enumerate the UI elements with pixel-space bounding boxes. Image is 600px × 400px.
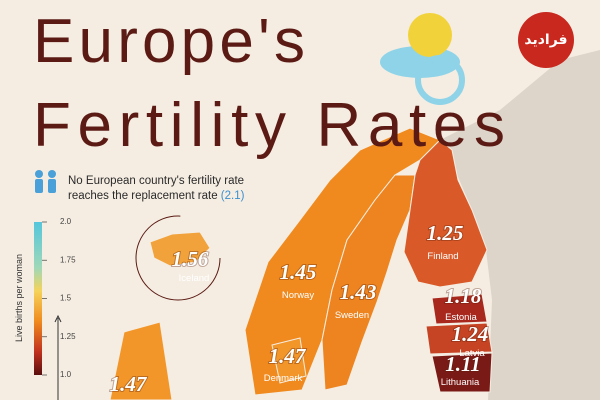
region-name: Estonia (445, 312, 477, 323)
legend-tick-label: 1.75 (60, 255, 76, 264)
region (109, 321, 173, 400)
region-value: 1.18 (445, 284, 482, 308)
legend-tick-label: 2.0 (60, 217, 72, 226)
legend-tick-label: 1.5 (60, 294, 72, 303)
region-name: Iceland (179, 273, 210, 284)
region-value: 1.45 (280, 260, 317, 284)
pointer-arrow (54, 314, 62, 323)
region-value: 1.47 (110, 372, 148, 396)
note-icon (35, 170, 56, 193)
region-name: Finland (427, 251, 458, 262)
title-line: Europe's (33, 7, 305, 76)
pacifier (380, 13, 465, 105)
region (431, 352, 493, 393)
note-line: reaches the replacement rate (2.1) (68, 190, 245, 202)
iceland-circle (135, 215, 221, 301)
region (431, 293, 488, 325)
note-line: No European country's fertility rate (68, 175, 244, 187)
region-value: 1.47 (269, 344, 307, 368)
region-value: 1.25 (427, 221, 464, 245)
region-value: 1.56 (172, 247, 209, 271)
note-text: reaches the replacement rate (68, 190, 218, 202)
legend-label: Live births per woman (14, 254, 24, 342)
russia (440, 50, 600, 400)
logo: فرادید (524, 32, 567, 48)
legend-bar (34, 222, 42, 375)
region-name: Denmark (264, 373, 303, 384)
region-name: Norway (282, 290, 314, 301)
region-value: 1.24 (452, 322, 489, 346)
region (425, 322, 493, 355)
note-highlight: (2.1) (221, 190, 245, 202)
logo-badge (518, 12, 574, 68)
map (109, 127, 493, 400)
region (271, 337, 307, 384)
region-value: 1.11 (445, 352, 481, 376)
region (149, 231, 211, 267)
region-value: 1.43 (340, 280, 377, 304)
region-name: Lithuania (441, 377, 480, 388)
region-name: Sweden (335, 310, 369, 321)
region (321, 174, 416, 391)
region-name: Latvia (459, 348, 485, 359)
legend-tick-label: 1.25 (60, 332, 76, 341)
region (403, 139, 488, 288)
legend-tick-label: 1.0 (60, 370, 72, 379)
